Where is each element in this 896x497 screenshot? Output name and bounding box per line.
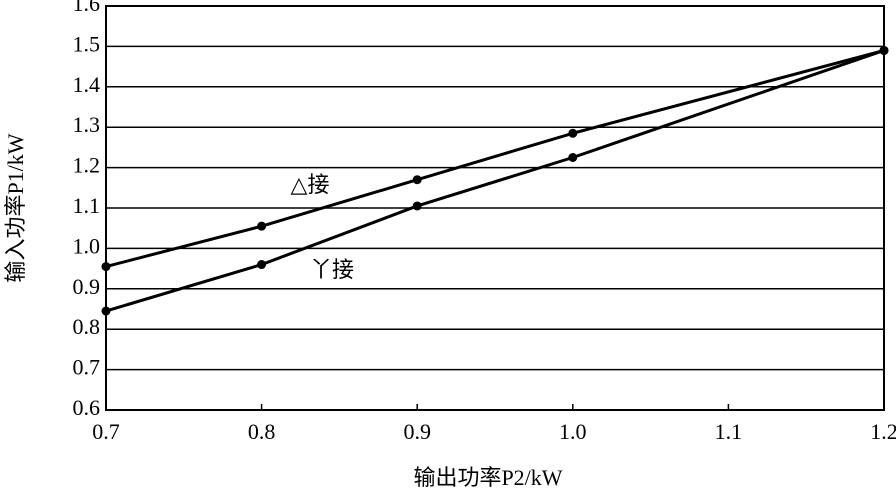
- series-label: △接: [291, 172, 330, 197]
- y-tick-label: 0.8: [73, 314, 101, 339]
- x-tick-label: 0.9: [403, 419, 431, 444]
- y-tick-label: 1.6: [73, 0, 101, 16]
- data-point: [412, 201, 422, 211]
- x-axis-label: 输出功率P2/kW: [413, 465, 562, 490]
- series-label: 丫接: [310, 257, 354, 282]
- series-line: [105, 48, 885, 269]
- y-tick-label: 0.7: [73, 355, 101, 380]
- data-point: [101, 306, 111, 316]
- data-point: [879, 45, 889, 55]
- data-point: [568, 153, 578, 162]
- y-tick-label: 1.1: [73, 193, 101, 218]
- x-tick-label: 1.2: [870, 419, 896, 444]
- x-tick-label: 1.1: [715, 419, 743, 444]
- data-point: [568, 128, 578, 138]
- plot-frame: [105, 5, 885, 411]
- y-tick-label: 0.9: [73, 274, 101, 299]
- y-tick-label: 1.5: [73, 31, 101, 56]
- series-line: [105, 49, 885, 313]
- y-axis-label: 输入功率P1/kW: [3, 133, 28, 282]
- y-tick-label: 1.3: [73, 112, 101, 137]
- x-tick-label: 1.0: [559, 419, 587, 444]
- y-tick-label: 0.6: [73, 395, 101, 420]
- data-point: [257, 260, 267, 270]
- y-tick-label: 1.4: [73, 72, 101, 97]
- y-tick-label: 1.0: [73, 233, 101, 258]
- data-point: [412, 175, 422, 185]
- x-tick-label: 0.7: [92, 419, 120, 444]
- y-tick-label: 1.2: [73, 153, 101, 178]
- data-point: [101, 262, 111, 272]
- x-tick-label: 0.8: [248, 419, 276, 444]
- data-point: [257, 221, 267, 231]
